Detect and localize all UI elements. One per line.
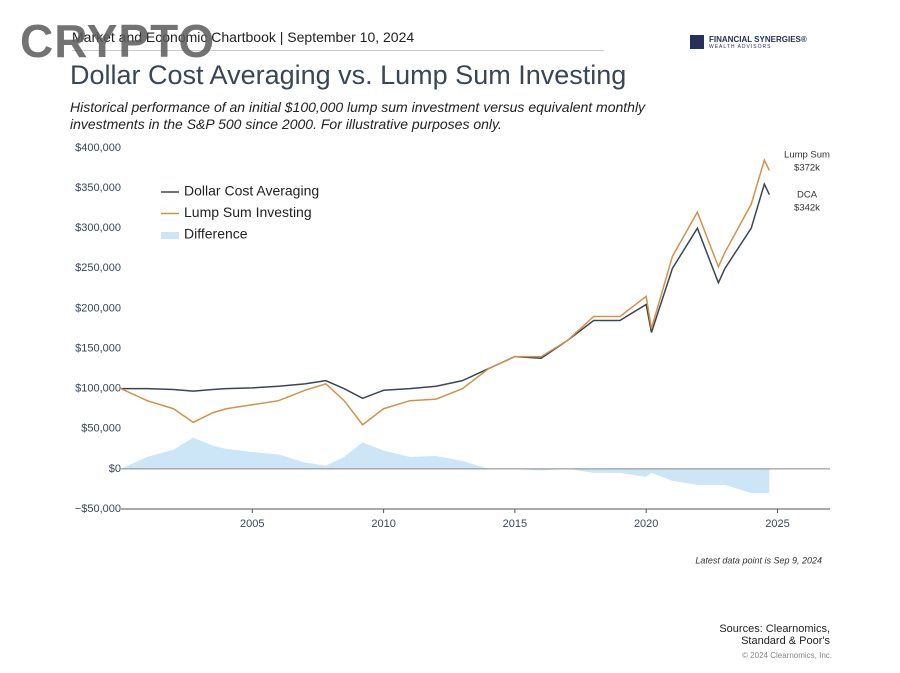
y-tick-label: $400,000: [75, 142, 121, 154]
chart-subtitle: Historical performance of an initial $10…: [70, 99, 646, 132]
annotation: DCA: [797, 190, 818, 201]
source: Sources: Clearnomics,: [719, 623, 830, 635]
annotation: Lump Sum: [784, 150, 830, 161]
series-line: [121, 182, 771, 400]
y-tick-label: $50,000: [81, 423, 121, 435]
x-tick-label: 2010: [371, 518, 395, 530]
y-tick-label: −$50,000: [75, 503, 121, 515]
note: Latest data point is Sep 9, 2024: [695, 555, 822, 565]
legend-label: Difference: [184, 226, 248, 242]
y-tick-label: $250,000: [75, 262, 121, 274]
annotation: $372k: [794, 163, 820, 174]
series-line: [120, 157, 771, 426]
y-tick-label: $200,000: [75, 302, 121, 314]
copyright: © 2024 Clearnomics, Inc.: [742, 651, 832, 660]
y-tick-label: $300,000: [75, 222, 121, 234]
x-tick-label: 2020: [634, 518, 658, 530]
x-tick-label: 2005: [240, 518, 264, 530]
header-rule: [72, 50, 604, 51]
annotation: $342k: [794, 203, 820, 214]
watermark: CRYPTO: [20, 15, 216, 67]
legend-label: Lump Sum Investing: [184, 204, 312, 220]
source: Standard & Poor's: [741, 635, 830, 647]
y-tick-label: $350,000: [75, 182, 121, 194]
logo-name: FINANCIAL SYNERGIES®: [709, 35, 807, 44]
y-tick-label: $100,000: [75, 383, 121, 395]
logo-icon: [690, 35, 704, 49]
header: Market and Economic Chartbook | Septembe…: [72, 29, 415, 45]
legend-label: Dollar Cost Averaging: [184, 183, 319, 199]
y-tick-label: $0: [109, 463, 121, 475]
y-tick-label: $150,000: [75, 342, 121, 354]
difference-area: [121, 437, 770, 493]
logo-tagline: WEALTH ADVISORS: [709, 44, 772, 50]
x-tick-label: 2025: [765, 518, 789, 530]
x-tick-label: 2015: [503, 518, 527, 530]
chart-title: Dollar Cost Averaging vs. Lump Sum Inves…: [70, 60, 627, 90]
legend-swatch: [161, 232, 179, 239]
